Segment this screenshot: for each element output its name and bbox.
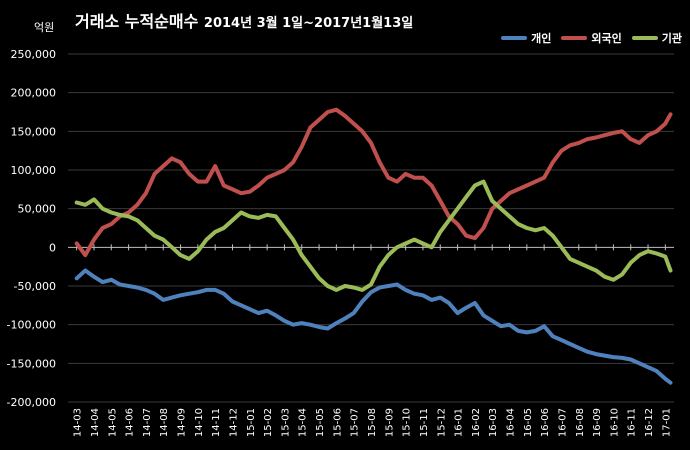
- x-tick-label: 15-05: [315, 408, 326, 437]
- legend-swatch-foreign: [561, 36, 588, 40]
- x-tick-label: 15-08: [367, 408, 378, 437]
- y-tick-label: 0: [49, 241, 56, 254]
- x-tick-label: 15-10: [402, 408, 413, 437]
- x-tick-label: 15-09: [384, 408, 395, 437]
- x-tick-label: 16-05: [523, 408, 534, 437]
- x-tick-label: 16-07: [557, 408, 568, 437]
- series-lines: [74, 107, 673, 385]
- x-tick-label: 16-10: [609, 408, 620, 437]
- x-tick-label: 16-12: [644, 408, 655, 437]
- x-tick-label: 14-04: [90, 408, 101, 437]
- y-tick-label: -50,000: [14, 280, 56, 293]
- legend-item-foreign: 외국인: [561, 30, 622, 46]
- title-period: 2014년 3월 1일~2017년1월13일: [203, 16, 414, 31]
- y-tick-label: 200,000: [11, 87, 57, 100]
- x-tick-label: 15-06: [332, 408, 343, 437]
- x-tick-label: 16-01: [454, 408, 465, 437]
- legend-item-individual: 개인: [501, 30, 551, 46]
- x-tick-label: 15-04: [298, 408, 309, 437]
- x-tick-label: 14-06: [125, 408, 136, 437]
- x-tick-label: 16-11: [627, 408, 638, 437]
- x-tick-label: 17-01: [661, 408, 672, 437]
- y-tick-label: -200,000: [7, 396, 56, 409]
- x-tick-label: 16-09: [592, 408, 603, 437]
- y-axis-ticks: 250,000 200,000 150,000 100,000 50,000 0 -50,0…: [7, 48, 56, 409]
- y-tick-label: -150,000: [7, 357, 56, 370]
- legend-label-institution: 기관: [661, 32, 682, 45]
- legend-label-foreign: 외국인: [591, 32, 622, 45]
- y-tick-label: 150,000: [11, 125, 57, 138]
- x-tick-label: 15-07: [350, 408, 361, 437]
- legend: 개인 외국인 기관: [501, 30, 682, 46]
- series-line-individual: [74, 268, 673, 385]
- x-tick-label: 14-05: [107, 408, 118, 437]
- x-tick-label: 15-03: [280, 408, 291, 437]
- x-axis-ticks: 14-03 14-04 14-05 14-06 14-07 14-08 14-09 14-10…: [73, 244, 672, 437]
- y-tick-label: 250,000: [11, 48, 57, 61]
- x-tick-label: 15-01: [246, 408, 257, 437]
- x-tick-label: 14-03: [73, 408, 84, 437]
- x-tick-label: 15-11: [419, 408, 430, 437]
- x-tick-label: 15-02: [263, 408, 274, 437]
- series-line-institution: [74, 179, 673, 292]
- y-tick-label: -100,000: [7, 319, 56, 332]
- x-tick-label: 16-04: [506, 408, 517, 437]
- x-tick-label: 14-12: [228, 408, 239, 437]
- x-tick-label: 16-08: [575, 408, 586, 437]
- x-tick-label: 14-08: [159, 408, 170, 437]
- legend-swatch-individual: [501, 36, 528, 40]
- title-main: 거래소 누적순매수: [75, 12, 199, 31]
- legend-label-individual: 개인: [531, 32, 552, 45]
- chart-title: 거래소 누적순매수 2014년 3월 1일~2017년1월13일: [75, 8, 413, 32]
- x-tick-label: 14-10: [194, 408, 205, 437]
- x-tick-label: 14-11: [211, 408, 222, 437]
- x-tick-label: 16-06: [540, 408, 551, 437]
- y-tick-label: 100,000: [11, 164, 57, 177]
- series-line-foreign: [74, 107, 673, 258]
- x-tick-label: 16-03: [488, 408, 499, 437]
- y-axis-unit: 억원: [34, 21, 55, 34]
- x-tick-label: 16-02: [471, 408, 482, 437]
- x-tick-label: 14-09: [177, 408, 188, 437]
- x-tick-label: 15-12: [436, 408, 447, 437]
- y-tick-label: 50,000: [18, 203, 57, 216]
- x-tick-label: 14-07: [142, 408, 153, 437]
- legend-swatch-institution: [631, 36, 658, 40]
- legend-item-institution: 기관: [631, 30, 682, 46]
